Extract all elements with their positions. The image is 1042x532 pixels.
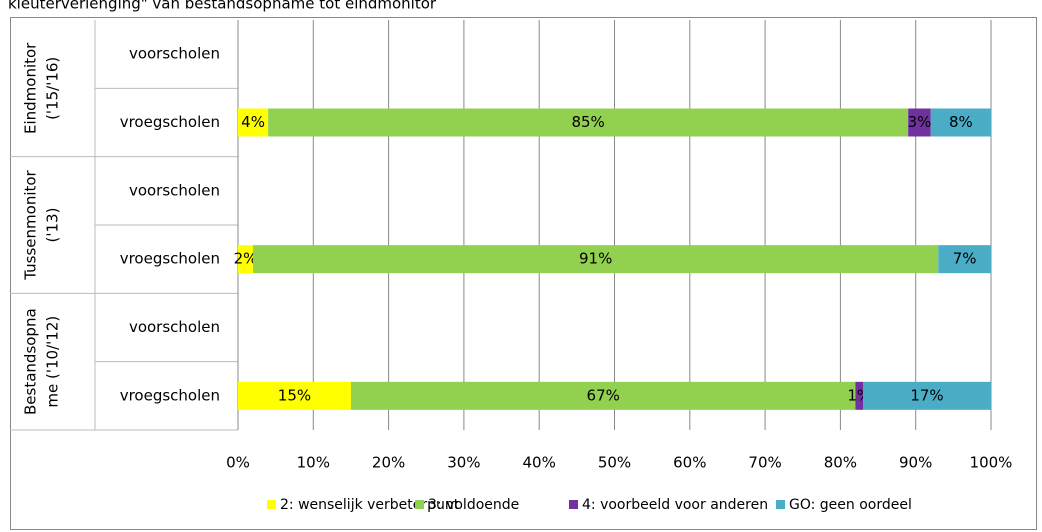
data-label: 3% <box>908 113 932 131</box>
bar-segment <box>930 108 991 137</box>
x-tick-label: 100% <box>970 454 1013 472</box>
legend-swatch <box>776 500 785 509</box>
x-tick-label: 60% <box>673 454 706 472</box>
y-tick-label: voorscholen <box>129 318 220 336</box>
y-tick-label: vroegscholen <box>120 386 220 404</box>
y-tick-label: vroegscholen <box>120 250 220 268</box>
data-label: 91% <box>579 250 612 268</box>
x-tick-label: 80% <box>824 454 857 472</box>
data-label: 4% <box>241 113 265 131</box>
x-tick-label: 10% <box>297 454 330 472</box>
legend-swatch <box>415 500 424 509</box>
bar-segment <box>238 245 254 274</box>
group-label: ('13) <box>44 208 62 243</box>
data-label: 67% <box>587 386 620 404</box>
x-tick-label: 50% <box>598 454 631 472</box>
data-label: 85% <box>571 113 604 131</box>
chart-title: kleuterverlenging" van bestandsopname to… <box>8 0 437 13</box>
legend-label: 2: wenselijk verbeterpunt <box>280 497 460 513</box>
group-label: Tussenmonitor <box>22 169 40 280</box>
bar-segment <box>253 245 939 274</box>
data-label: 17% <box>910 386 943 404</box>
legend-swatch <box>267 500 276 509</box>
y-tick-label: voorscholen <box>129 45 220 63</box>
x-tick-label: 70% <box>748 454 781 472</box>
y-tick-label: voorscholen <box>129 181 220 199</box>
bar-segment <box>238 108 269 137</box>
bar-segment <box>238 381 351 410</box>
bar-segment <box>268 108 909 137</box>
data-label: 2% <box>234 250 258 268</box>
y-tick-label: vroegscholen <box>120 113 220 131</box>
legend-label: GO: geen oordeel <box>789 497 912 513</box>
data-label: 8% <box>949 113 973 131</box>
x-tick-label: 30% <box>447 454 480 472</box>
bar-segment <box>862 381 991 410</box>
bar-segment <box>908 108 931 137</box>
data-label: 15% <box>278 386 311 404</box>
legend-label: 3: voldoende <box>428 497 519 513</box>
bar-segment <box>855 381 863 410</box>
x-tick-label: 90% <box>899 454 932 472</box>
group-label: Eindmonitor <box>22 42 40 134</box>
legend-swatch <box>569 500 578 509</box>
x-tick-label: 0% <box>226 454 250 472</box>
group-label: me ('10/'12) <box>44 316 62 408</box>
legend-label: 4: voorbeeld voor anderen <box>582 497 768 513</box>
group-label: Bestandsopna <box>22 308 40 415</box>
data-label: 7% <box>953 250 977 268</box>
x-tick-label: 20% <box>372 454 405 472</box>
bar-segment <box>350 381 856 410</box>
group-label: ('15/'16) <box>44 57 62 120</box>
chart-border <box>10 17 1037 530</box>
bar-segment <box>938 245 991 274</box>
x-tick-label: 40% <box>523 454 556 472</box>
